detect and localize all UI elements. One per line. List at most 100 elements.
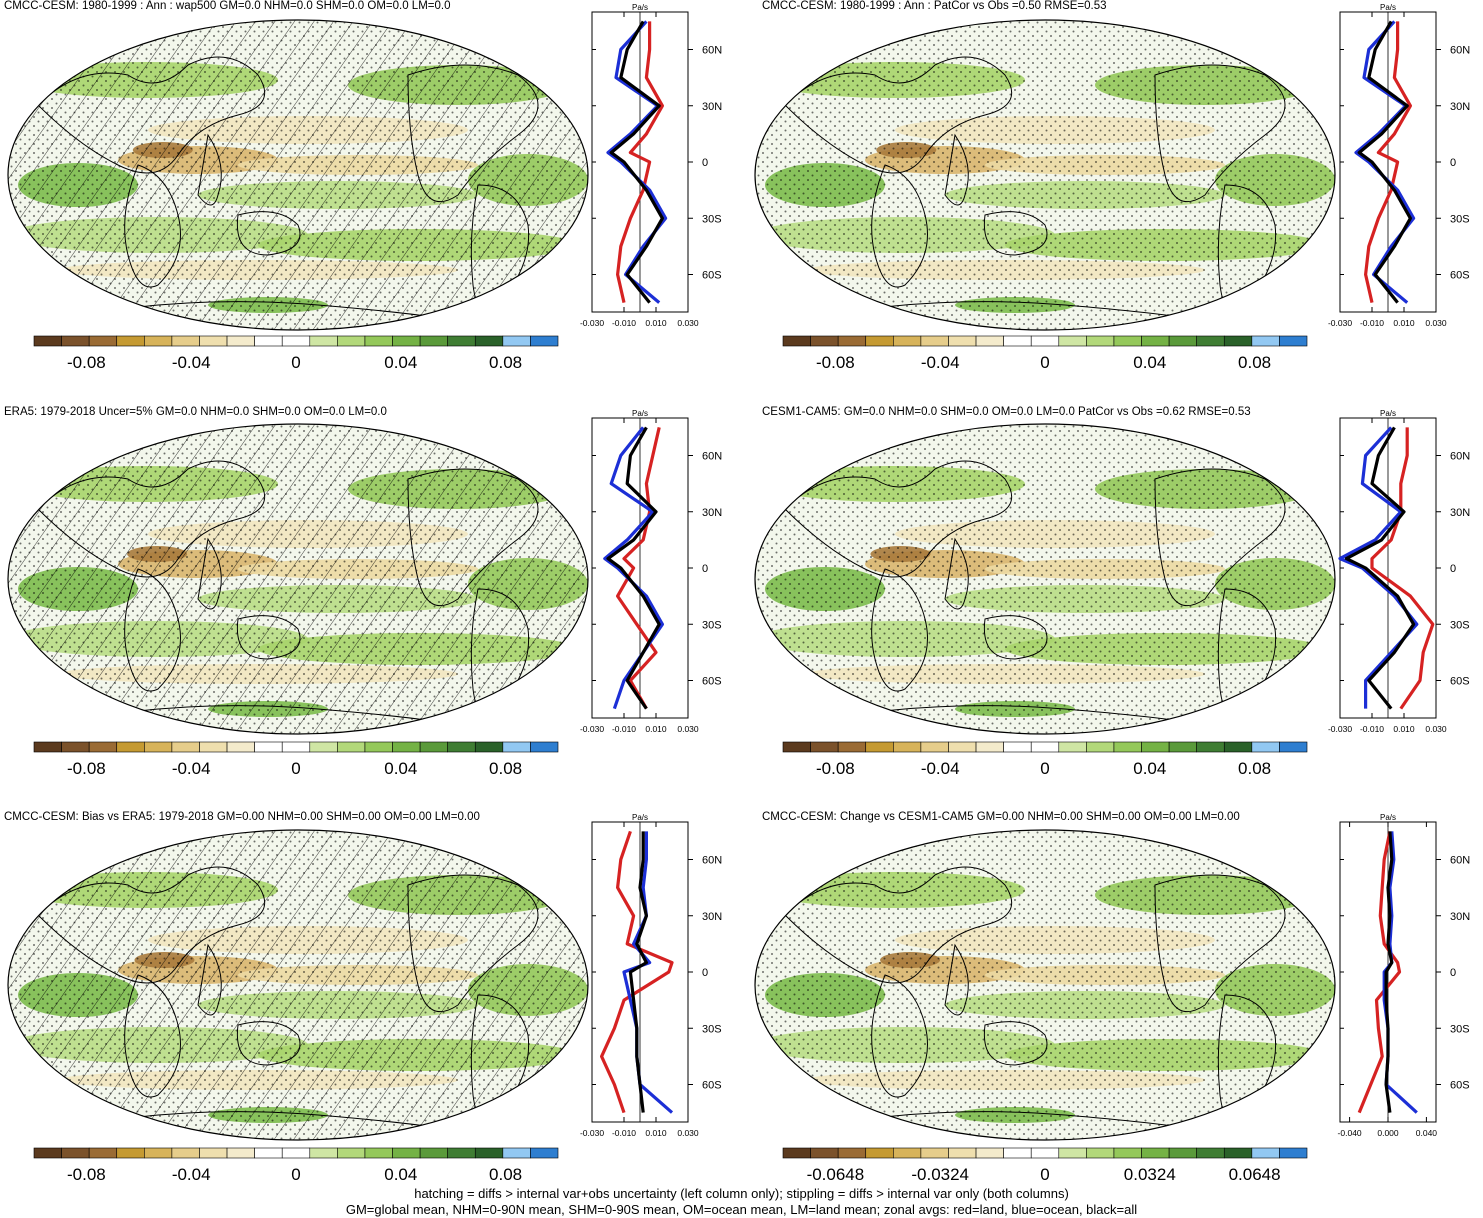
lat-tick-label: 30N <box>1450 507 1470 519</box>
lat-tick-label: 30S <box>702 1023 722 1035</box>
coastline <box>1154 468 1286 607</box>
colorbar-box <box>1141 1147 1170 1159</box>
colorbar-box <box>975 1147 1004 1159</box>
colorbar-box <box>199 335 228 347</box>
colorbar-box <box>810 1147 839 1159</box>
colorbar-box <box>1251 1147 1280 1159</box>
colorbar-box <box>1223 335 1253 347</box>
zonal-series-all <box>1357 20 1412 304</box>
zonal-unit-label: Pa/s <box>1380 409 1396 418</box>
colorbar-box <box>865 1147 894 1159</box>
footer-line-2: GM=global mean, NHM=0-90N mean, SHM=0-90… <box>345 1202 1138 1217</box>
colorbar-label: -0.08 <box>67 1165 106 1184</box>
colorbar-box <box>392 335 421 347</box>
colorbar-box <box>502 741 531 753</box>
colorbar-label: 0 <box>291 759 300 778</box>
colorbar-box <box>116 335 145 347</box>
colorbar-box <box>1168 335 1197 347</box>
map-border <box>7 19 589 331</box>
colorbar-box <box>337 335 366 347</box>
colorbar-box <box>1168 1147 1197 1159</box>
colorbar: -0.08 -0.04 0 0.04 0.08 <box>33 741 559 778</box>
zonal-profile: Pa/s 60N 30N 0 30S 60S -0.030 -0.010 0.010 0.030 <box>1328 409 1470 734</box>
x-tick-label: 0.030 <box>677 318 699 328</box>
colorbar-box <box>474 741 504 753</box>
zonal-series-ocean <box>1338 426 1419 709</box>
colorbar-label: 0 <box>291 353 300 372</box>
zonal-profile: Pa/s 60N 30N 0 30S 60S -0.030 -0.010 0.010 0.030 <box>580 813 722 1138</box>
coastline <box>124 164 181 288</box>
zonal-unit-label: Pa/s <box>632 813 648 822</box>
colorbar-label: -0.0324 <box>911 1165 969 1184</box>
lat-tick-label: 60S <box>1450 270 1470 282</box>
colorbar-box <box>254 335 283 347</box>
stippling <box>755 830 1335 1140</box>
lat-tick-label: 60S <box>1450 676 1470 688</box>
colorbar-label: -0.08 <box>816 759 855 778</box>
lat-tick-label: 0 <box>702 967 708 979</box>
zonal-unit-label: Pa/s <box>632 409 648 418</box>
colorbar-label: 0.04 <box>384 1165 417 1184</box>
lat-tick-label: 30S <box>1450 1023 1470 1035</box>
colorbar-box <box>392 741 421 753</box>
lat-tick-label: 60N <box>702 45 722 57</box>
colorbar-box <box>364 741 393 753</box>
colorbar-box <box>1196 741 1225 753</box>
colorbar-label: 0.08 <box>489 1165 522 1184</box>
colorbar-box <box>61 1147 90 1159</box>
colorbar-box <box>1279 1147 1308 1159</box>
lat-tick-label: 30N <box>1450 911 1470 923</box>
colorbar-label: -0.04 <box>921 759 960 778</box>
colorbar-box <box>975 741 1004 753</box>
coastline <box>407 64 539 203</box>
panel-title: CMCC-CESM: 1980-1999 : Ann : wap500 GM=0… <box>4 0 451 12</box>
colorbar-box <box>920 335 949 347</box>
zonal-series-land <box>1357 831 1402 1114</box>
map-border <box>754 19 1336 331</box>
x-tick-label: 0.010 <box>1393 724 1415 734</box>
colorbar-box <box>948 1147 977 1159</box>
colorbar-box <box>144 741 173 753</box>
colorbar: -0.08 -0.04 0 0.04 0.08 <box>782 741 1308 778</box>
zonal-series-land <box>1370 427 1435 710</box>
colorbar-box <box>948 335 977 347</box>
colorbar-box <box>782 741 811 753</box>
colorbar-label: 0.04 <box>384 353 417 372</box>
colorbar-label: 0.0648 <box>1229 1165 1281 1184</box>
lat-tick-label: 30N <box>702 101 722 113</box>
colorbar-box <box>226 335 255 347</box>
colorbar: -0.08 -0.04 0 0.04 0.08 <box>33 335 559 372</box>
stippling <box>755 424 1335 734</box>
colorbar-box <box>1196 1147 1225 1159</box>
zonal-profile: Pa/s 60N 30N 0 30S 60S -0.030 -0.010 0.010 0.030 <box>580 409 722 734</box>
colorbar-box <box>920 741 949 753</box>
coastline <box>197 133 222 206</box>
zonal-series-land <box>600 830 674 1114</box>
lat-tick-label: 30N <box>702 911 722 923</box>
colorbar-label: -0.08 <box>816 353 855 372</box>
colorbar-box <box>33 335 62 347</box>
colorbar-label: -0.08 <box>67 759 106 778</box>
colorbar-box <box>1030 1147 1060 1159</box>
lat-tick-label: 30N <box>1450 101 1470 113</box>
colorbar-box <box>1058 741 1087 753</box>
colorbar-box <box>1223 741 1253 753</box>
zonal-profile: Pa/s 60N 30N 0 30S 60S -0.030 -0.010 0.010 0.030 <box>580 3 722 328</box>
colorbar-box <box>33 741 62 753</box>
colorbar-box <box>474 1147 504 1159</box>
colorbar-box <box>254 741 283 753</box>
colorbar-box <box>364 1147 393 1159</box>
colorbar-box <box>1113 741 1142 753</box>
colorbar-box <box>865 335 894 347</box>
colorbar-label: -0.08 <box>67 353 106 372</box>
colorbar-box <box>782 335 811 347</box>
lat-tick-label: 0 <box>1450 563 1456 575</box>
coastline <box>37 460 266 578</box>
x-tick-label: -0.010 <box>612 1128 636 1138</box>
coastline <box>871 974 928 1098</box>
panel-title: CMCC-CESM: 1980-1999 : Ann : PatCor vs O… <box>762 0 1107 12</box>
colorbar-box <box>920 1147 949 1159</box>
coastline <box>236 615 301 660</box>
colorbar-box <box>254 1147 283 1159</box>
coastline <box>1154 874 1286 1013</box>
